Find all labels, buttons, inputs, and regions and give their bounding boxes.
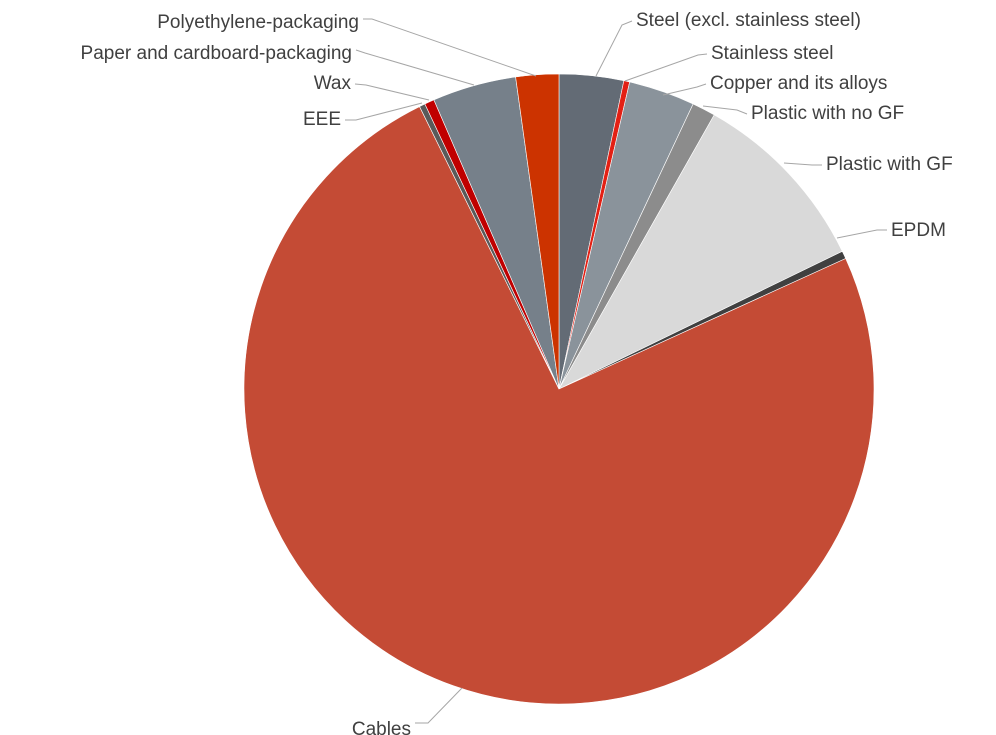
leader-line-stainless-steel [624,53,708,82]
leader-line-steel-excl-stainless-steel [595,20,633,77]
leader-line-wax [354,83,430,101]
pie-slices [243,73,875,705]
pie-slice-plastic-with-gf [558,114,843,390]
leader-line-epdm [836,229,887,239]
slice-label-plastic-with-no-gf: Plastic with no GF [751,103,904,124]
leader-line-plastic-with-gf [783,162,822,166]
slice-label-cables: Cables [352,719,411,735]
slice-label-paper-and-cardboard-packaging: Paper and cardboard-packaging [81,43,352,64]
leader-line-cables [415,687,463,724]
leader-lines [345,18,887,724]
leader-line-eee [345,102,423,121]
pie-slice-cables [243,106,875,705]
leader-line-polyethylene-packaging [363,18,537,77]
pie-slice-polyethylene-packaging [515,73,560,390]
slice-label-copper-and-its-alloys: Copper and its alloys [710,73,887,94]
slice-label-steel-excl-stainless-steel: Steel (excl. stainless steel) [636,10,861,31]
leader-line-plastic-with-no-gf [702,105,748,115]
slice-label-wax: Wax [314,73,352,94]
leader-line-copper-and-its-alloys [662,83,707,96]
slice-label-eee: EEE [303,109,341,130]
slice-label-polyethylene-packaging: Polyethylene-packaging [157,12,359,33]
slice-label-plastic-with-gf: Plastic with GF [826,154,953,175]
slice-label-epdm: EPDM [891,220,946,241]
slice-labels: Steel (excl. stainless steel) Stainless s… [81,10,953,735]
slice-label-stainless-steel: Stainless steel [711,43,834,64]
leader-line-paper-and-cardboard-packaging [355,49,475,86]
